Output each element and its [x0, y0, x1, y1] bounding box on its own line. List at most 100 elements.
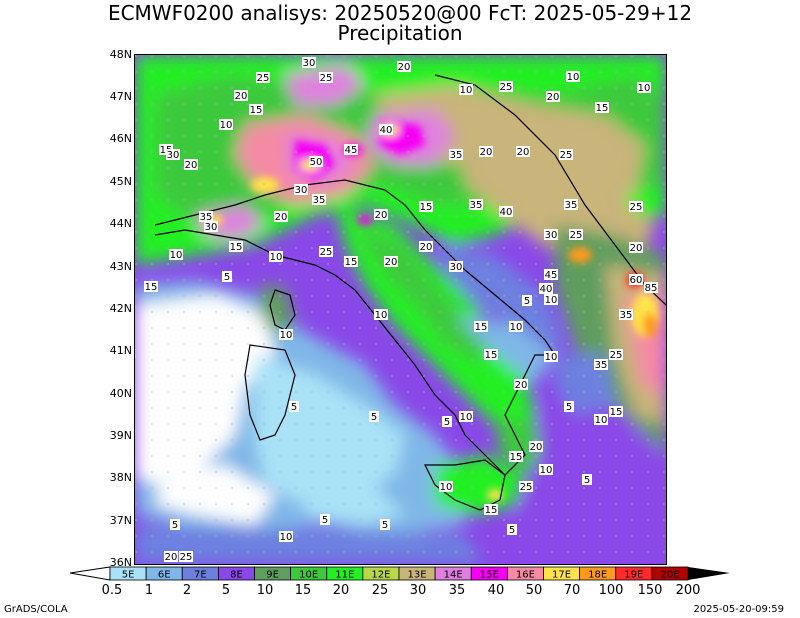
- svg-text:50: 50: [310, 157, 323, 168]
- contour-label: 35: [449, 149, 463, 161]
- svg-text:25: 25: [180, 552, 193, 563]
- svg-text:20: 20: [530, 442, 543, 453]
- svg-text:60: 60: [630, 275, 643, 286]
- lat-tick: 41N: [109, 344, 132, 357]
- svg-text:5: 5: [509, 525, 515, 536]
- svg-text:5: 5: [382, 520, 388, 531]
- svg-text:5: 5: [524, 296, 530, 307]
- lat-tick: 40N: [109, 387, 132, 400]
- colorbar-value: 30: [409, 583, 427, 598]
- contour-label: 20: [184, 159, 198, 171]
- svg-text:35: 35: [470, 200, 483, 211]
- svg-text:10: 10: [545, 295, 558, 306]
- contour-label: 35: [312, 194, 326, 206]
- graticule: [135, 55, 666, 564]
- contour-label: 20: [419, 241, 433, 253]
- svg-text:15: 15: [596, 103, 609, 114]
- contour-label: 20: [629, 242, 643, 254]
- svg-text:20: 20: [398, 62, 411, 73]
- contour-label: 10: [544, 294, 558, 306]
- svg-text:35: 35: [200, 212, 213, 223]
- contour-label: 30: [294, 184, 308, 196]
- colorbar-value: 50: [525, 583, 543, 598]
- contour-label: 5: [582, 474, 592, 486]
- lat-tick: 39N: [109, 429, 132, 442]
- colorbar-value: 200: [675, 583, 701, 598]
- colorbar-box-label: 8E: [230, 570, 243, 581]
- svg-text:25: 25: [630, 202, 643, 213]
- contour-label: 20: [384, 256, 398, 268]
- footer-credit: GrADS/COLA: [4, 604, 68, 615]
- colorbar-box-label: 12E: [371, 570, 390, 581]
- contour-label: 10: [459, 84, 473, 96]
- contour-label: 10: [566, 71, 580, 83]
- svg-text:20: 20: [185, 160, 198, 171]
- contour-label: 20: [529, 441, 543, 453]
- colorbar-box-label: 10E: [299, 570, 318, 581]
- contour-label: 15: [509, 451, 523, 463]
- lat-tick: 47N: [109, 90, 132, 103]
- contour-label: 20: [164, 551, 178, 563]
- contour-label: 5: [369, 411, 379, 423]
- svg-text:10: 10: [280, 532, 293, 543]
- svg-text:30: 30: [167, 150, 180, 161]
- contour-label: 5: [170, 519, 180, 531]
- svg-text:10: 10: [545, 352, 558, 363]
- contour-label: 10: [219, 119, 233, 131]
- contour-label: 25: [629, 201, 643, 213]
- svg-text:10: 10: [510, 322, 523, 333]
- colorbar-box-label: 13E: [408, 570, 427, 581]
- contour-label: 25: [499, 81, 513, 93]
- svg-text:10: 10: [460, 85, 473, 96]
- svg-text:15: 15: [420, 202, 433, 213]
- svg-text:10: 10: [460, 412, 473, 423]
- contour-label: 15: [144, 281, 158, 293]
- colorbar-high-arrow: [688, 567, 730, 580]
- contour-label: 20: [516, 146, 530, 158]
- contour-label: 30: [302, 57, 316, 69]
- svg-text:10: 10: [638, 83, 651, 94]
- svg-text:20: 20: [517, 147, 530, 158]
- colorbar-boxes: 5E 6E 7E 8E 9E 10E 11E 12E 13E 14E 15E 16E 17E 18E 19E…: [109, 566, 689, 581]
- colorbar-value: 40: [487, 583, 505, 598]
- contour-label: 40: [379, 124, 393, 136]
- colorbar-value: 15: [294, 583, 312, 598]
- colorbar-box-label: 7E: [194, 570, 207, 581]
- footer-timestamp: 2025-05-20-09:59: [693, 604, 784, 615]
- contour-label: 15: [484, 349, 498, 361]
- contour-label: 10: [509, 321, 523, 333]
- contour-label: 5: [522, 295, 532, 307]
- colorbar-box-label: 11E: [335, 570, 354, 581]
- contour-label: 30: [204, 221, 218, 233]
- svg-text:25: 25: [500, 82, 513, 93]
- lat-tick: 36N: [109, 556, 132, 569]
- contour-label: 15: [249, 104, 263, 116]
- svg-text:10: 10: [220, 120, 233, 131]
- contour-label: 35: [619, 309, 633, 321]
- svg-text:30: 30: [295, 185, 308, 196]
- svg-text:40: 40: [380, 125, 393, 136]
- svg-text:30: 30: [450, 262, 463, 273]
- svg-text:15: 15: [610, 407, 623, 418]
- contour-label: 5: [442, 416, 452, 428]
- contour-label: 20: [514, 379, 528, 391]
- colorbar-value: 25: [371, 583, 389, 598]
- svg-text:85: 85: [645, 283, 658, 294]
- svg-text:10: 10: [270, 252, 283, 263]
- lat-tick: 43N: [109, 260, 132, 273]
- colorbar-value: 35: [448, 583, 466, 598]
- contour-label: 20: [374, 209, 388, 221]
- svg-text:20: 20: [515, 380, 528, 391]
- contour-label: 35: [564, 199, 578, 211]
- contour-label: 5: [507, 524, 517, 536]
- svg-text:20: 20: [547, 92, 560, 103]
- svg-text:15: 15: [485, 505, 498, 516]
- svg-text:35: 35: [313, 195, 326, 206]
- svg-text:5: 5: [371, 412, 377, 423]
- contour-label: 25: [319, 72, 333, 84]
- contour-label: 30: [166, 149, 180, 161]
- lat-tick: 45N: [109, 175, 132, 188]
- svg-text:5: 5: [224, 272, 230, 283]
- contour-label: 15: [609, 406, 623, 418]
- svg-text:15: 15: [145, 282, 158, 293]
